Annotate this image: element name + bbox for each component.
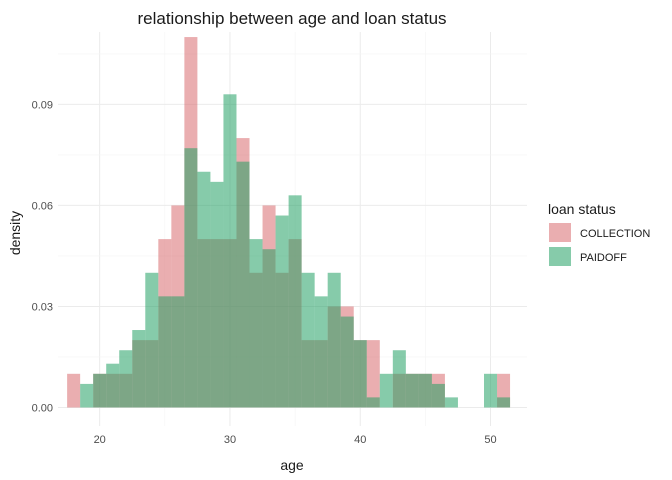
x-tick-label: 40 [354,434,366,446]
bar-paidoff-25 [158,296,172,408]
legend-key-collection [549,223,571,242]
bar-paidoff-36 [301,272,315,408]
bar-paidoff-42 [379,373,393,408]
x-tick-label: 50 [484,434,496,446]
bar-paidoff-29 [210,181,224,408]
grid [58,32,527,426]
y-axis-ticks: 0.00 0.03 0.06 0.09 [32,99,53,414]
bar-paidoff-32 [249,239,263,408]
bar-paidoff-39 [340,316,354,408]
legend-label-collection: COLLECTION [580,228,650,240]
x-tick-label: 20 [94,434,106,446]
bar-paidoff-24 [145,272,159,408]
bar-paidoff-43 [392,350,406,408]
y-tick-label: 0.03 [32,301,53,313]
y-tick-label: 0.06 [32,200,53,212]
bar-paidoff-41 [366,397,380,408]
bar-paidoff-47 [444,397,458,408]
y-tick-label: 0.09 [32,99,53,111]
chart-title: relationship between age and loan status [137,9,446,28]
bar-paidoff-28 [197,171,211,408]
bar-paidoff-37 [314,296,328,408]
bar-paidoff-38 [327,272,341,408]
bar-paidoff-31 [236,161,250,408]
y-tick-label: 0.00 [32,402,53,414]
bar-paidoff-51 [497,397,511,408]
series-paidoff [80,94,511,408]
bar-paidoff-40 [353,340,367,408]
bar-paidoff-22 [119,350,133,408]
bar-paidoff-30 [223,94,237,408]
bar-collection-18 [67,373,81,408]
bar-paidoff-35 [288,195,302,408]
bar-paidoff-27 [184,148,198,408]
y-axis-title: density [7,211,23,255]
bar-paidoff-33 [262,249,276,408]
bar-paidoff-34 [275,215,289,408]
legend-key-paidoff [549,247,571,266]
x-axis-ticks: 20 30 40 50 [94,434,497,446]
bar-paidoff-46 [431,383,445,408]
bar-paidoff-23 [132,330,146,408]
bar-paidoff-45 [418,373,432,408]
bar-paidoff-19 [80,383,94,408]
bar-paidoff-21 [106,363,120,408]
legend-title: loan status [548,201,616,217]
bar-collection-41 [366,340,380,408]
bar-paidoff-26 [171,296,185,408]
bar-paidoff-44 [405,373,419,408]
bar-paidoff-50 [484,373,498,408]
legend-label-paidoff: PAIDOFF [580,252,627,264]
bars [67,37,511,408]
bar-paidoff-20 [93,373,107,408]
legend: loan status COLLECTION PAIDOFF [548,201,650,266]
x-tick-label: 30 [224,434,236,446]
x-axis-title: age [280,457,304,473]
